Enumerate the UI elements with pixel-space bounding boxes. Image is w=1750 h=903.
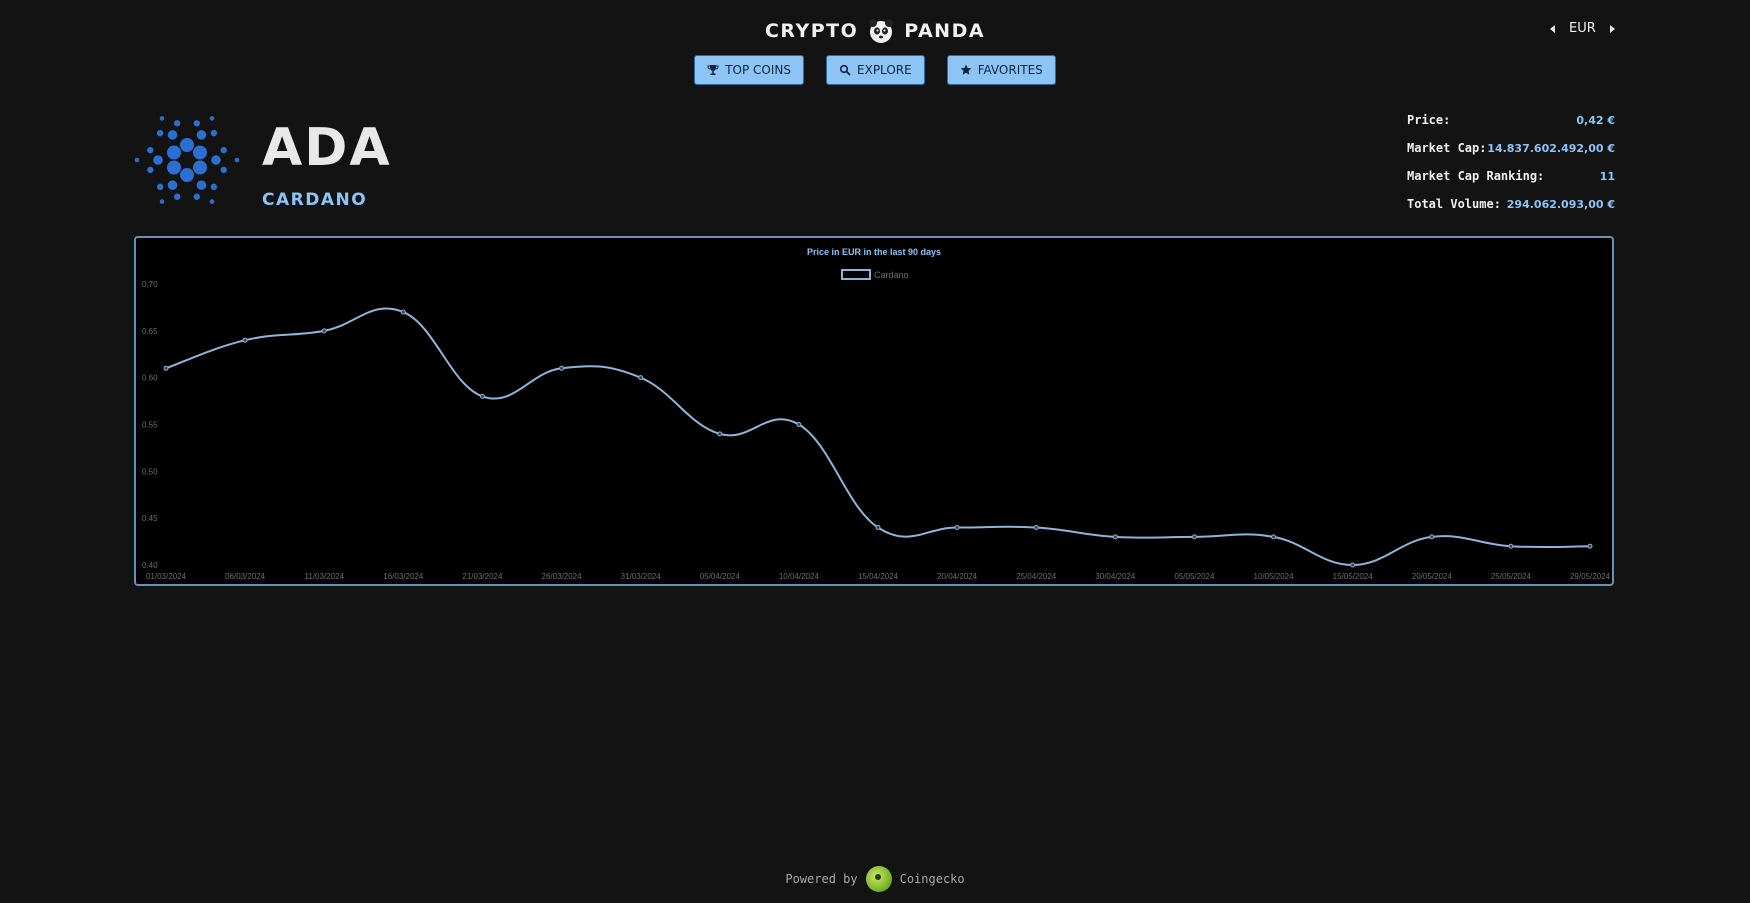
data-point[interactable] — [1587, 543, 1593, 549]
data-point[interactable] — [1191, 534, 1197, 540]
x-tick-label: 10/05/2024 — [1254, 572, 1295, 581]
y-tick-label: 0.45 — [142, 514, 158, 523]
main-nav: TOP COINS EXPLORE FAVORITES — [0, 55, 1750, 85]
cardano-logo-icon — [134, 116, 240, 204]
legend-label[interactable]: Cardano — [874, 270, 909, 280]
coingecko-logo-icon[interactable] — [865, 866, 892, 892]
stat-row-volume: Total Volume: 294.062.093,00 € — [1407, 190, 1615, 218]
stat-row-ranking: Market Cap Ranking: 11 — [1407, 162, 1615, 190]
x-tick-label: 31/03/2024 — [621, 572, 662, 581]
brand-left-text: CRYPTO — [764, 20, 859, 42]
stat-value: 14.837.602.492,00 € — [1487, 141, 1615, 155]
footer: Powered by Coingecko — [0, 866, 1750, 892]
data-point[interactable] — [321, 328, 327, 334]
x-tick-label: 15/05/2024 — [1333, 572, 1374, 581]
data-point[interactable] — [163, 365, 169, 371]
data-point[interactable] — [1271, 534, 1277, 540]
y-tick-label: 0.55 — [142, 421, 158, 430]
data-point[interactable] — [638, 375, 644, 381]
x-tick-label: 06/03/2024 — [225, 572, 266, 581]
data-point[interactable] — [717, 431, 723, 437]
stat-value: 11 — [1599, 169, 1615, 183]
y-tick-label: 0.50 — [142, 467, 158, 476]
currency-label: EUR — [1569, 21, 1596, 36]
powered-by-text: Powered by — [785, 872, 858, 886]
y-tick-label: 0.65 — [142, 327, 158, 336]
legend-swatch — [841, 269, 871, 280]
coin-stats: Price: 0,42 € Market Cap: 14.837.602.492… — [1407, 106, 1615, 218]
x-tick-label: 05/05/2024 — [1174, 572, 1215, 581]
chart-title: Price in EUR in the last 90 days — [807, 247, 941, 257]
x-tick-label: 20/05/2024 — [1412, 572, 1453, 581]
data-point[interactable] — [559, 365, 565, 371]
x-tick-label: 20/04/2024 — [937, 572, 978, 581]
price-chart: Price in EUR in the last 90 days Cardano 0… — [134, 236, 1614, 586]
provider-link[interactable]: Coingecko — [899, 872, 965, 886]
data-point[interactable] — [1508, 543, 1514, 549]
stat-label: Market Cap: — [1407, 141, 1487, 155]
stat-row-price: Price: 0,42 € — [1407, 106, 1615, 134]
stat-label: Total Volume: — [1407, 197, 1501, 211]
chevron-left-icon[interactable] — [1550, 24, 1555, 33]
y-tick-label: 0.40 — [142, 561, 158, 570]
panda-icon — [866, 16, 896, 46]
search-icon — [839, 64, 851, 76]
chevron-right-icon[interactable] — [1609, 24, 1615, 33]
coin-symbol: ADA — [262, 118, 392, 178]
x-tick-label: 16/03/2024 — [383, 572, 424, 581]
stat-row-market-cap: Market Cap: 14.837.602.492,00 € — [1407, 134, 1615, 162]
explore-button[interactable]: EXPLORE — [826, 55, 925, 85]
data-point[interactable] — [875, 525, 881, 531]
data-point[interactable] — [242, 337, 248, 343]
brand-right-text: PANDA — [904, 20, 986, 42]
data-point[interactable] — [1112, 534, 1118, 540]
x-tick-label: 05/04/2024 — [700, 572, 741, 581]
coin-name: CARDANO — [262, 190, 368, 210]
x-tick-label: 30/04/2024 — [1095, 572, 1136, 581]
x-tick-label: 15/04/2024 — [858, 572, 899, 581]
top-coins-button[interactable]: TOP COINS — [694, 55, 805, 85]
x-tick-label: 10/04/2024 — [779, 572, 820, 581]
favorites-label: FAVORITES — [977, 63, 1043, 77]
data-point[interactable] — [1429, 534, 1435, 540]
data-point[interactable] — [1350, 562, 1356, 568]
top-coins-label: TOP COINS — [725, 63, 792, 77]
trophy-icon — [707, 65, 719, 75]
x-tick-label: 29/05/2024 — [1570, 572, 1611, 581]
x-tick-label: 01/03/2024 — [146, 572, 187, 581]
data-point[interactable] — [796, 422, 802, 427]
brand-logo[interactable]: CRYPTO PANDA — [0, 16, 1750, 46]
y-tick-label: 0.70 — [142, 280, 158, 289]
data-point[interactable] — [1033, 525, 1039, 531]
stat-value: 294.062.093,00 € — [1506, 197, 1615, 211]
explore-label: EXPLORE — [857, 63, 912, 77]
stat-value: 0,42 € — [1576, 113, 1615, 127]
stat-label: Market Cap Ranking: — [1407, 169, 1545, 183]
favorites-button[interactable]: FAVORITES — [946, 55, 1056, 85]
x-tick-label: 25/04/2024 — [1016, 572, 1057, 581]
data-point[interactable] — [954, 525, 960, 531]
y-tick-label: 0.60 — [142, 374, 158, 383]
currency-selector: EUR — [1550, 21, 1615, 36]
stat-label: Price: — [1407, 113, 1451, 127]
data-point[interactable] — [479, 393, 485, 399]
x-tick-label: 21/03/2024 — [462, 572, 503, 581]
star-icon — [960, 64, 972, 75]
data-point[interactable] — [400, 309, 406, 315]
x-tick-label: 26/03/2024 — [542, 572, 583, 581]
x-tick-label: 25/05/2024 — [1491, 572, 1532, 581]
price-chart-svg: Price in EUR in the last 90 days Cardano 0… — [142, 247, 1611, 581]
x-tick-label: 11/03/2024 — [304, 572, 344, 581]
